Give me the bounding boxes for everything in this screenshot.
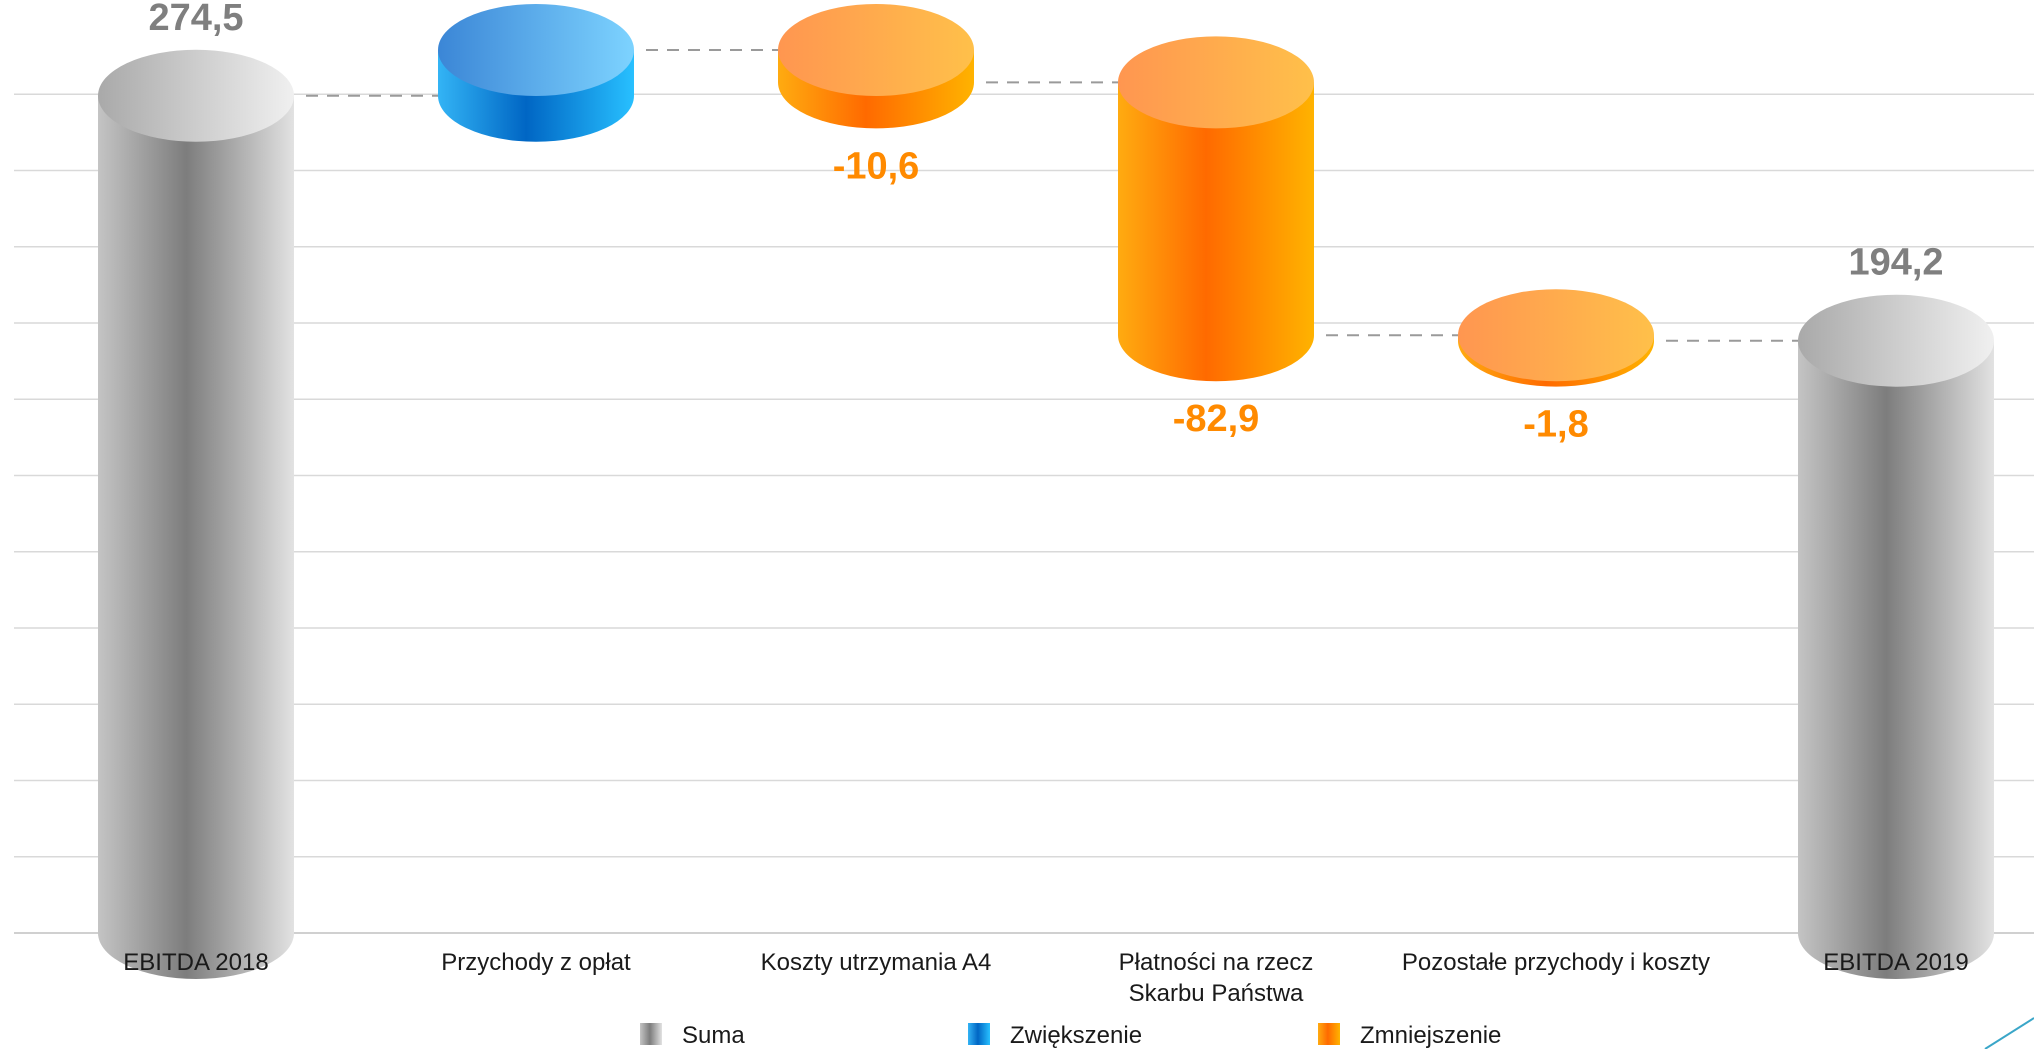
bars — [98, 4, 1994, 979]
gridlines — [14, 93, 2034, 934]
legend-swatch — [968, 1023, 990, 1045]
bar-top — [1798, 294, 1994, 387]
category-label: EBITDA 2018 — [123, 949, 268, 976]
category-label: Koszty utrzymania A4 — [761, 949, 992, 976]
legend-item: Zwiększenie — [968, 1022, 1142, 1049]
legend-label: Suma — [682, 1022, 745, 1049]
value-label: 194,2 — [1848, 242, 1943, 284]
value-label: -10,6 — [833, 145, 920, 187]
category-label: EBITDA 2019 — [1823, 949, 1968, 976]
corner-accent-line — [1984, 1017, 2034, 1050]
bar-top — [438, 4, 634, 97]
bar-top — [1118, 36, 1314, 129]
legend-swatch — [640, 1023, 662, 1045]
bar-top — [1458, 289, 1654, 382]
legend-label: Zmniejszenie — [1360, 1022, 1501, 1049]
legend-item: Suma — [640, 1022, 745, 1049]
category-labels: EBITDA 2018 Przychody z opłat Koszty utrzy… — [123, 949, 1968, 1007]
bar — [1118, 36, 1314, 382]
bar-top — [98, 49, 294, 142]
legend-label: Zwiększenie — [1010, 1022, 1142, 1049]
category-label: Pozostałe przychody i koszty — [1402, 949, 1710, 976]
bar-top — [778, 4, 974, 97]
bar — [98, 49, 294, 979]
bar-body — [98, 95, 294, 979]
value-label: -1,8 — [1523, 404, 1588, 446]
legend: Suma Zwiększenie Zmniejszenie — [640, 1022, 1501, 1049]
category-label: Przychody z opłat — [441, 949, 631, 976]
bar — [778, 4, 974, 129]
bar-body — [1798, 340, 1994, 979]
bar — [438, 4, 634, 142]
value-label: 274,5 — [148, 0, 243, 39]
legend-item: Zmniejszenie — [1318, 1022, 1501, 1049]
category-label: Płatności na rzecz Skarbu Państwa — [1119, 949, 1314, 1007]
legend-swatch — [1318, 1023, 1340, 1045]
value-label: -82,9 — [1173, 398, 1260, 440]
bar-body — [1118, 82, 1314, 382]
bar — [1458, 289, 1654, 387]
bar — [1798, 294, 1994, 979]
